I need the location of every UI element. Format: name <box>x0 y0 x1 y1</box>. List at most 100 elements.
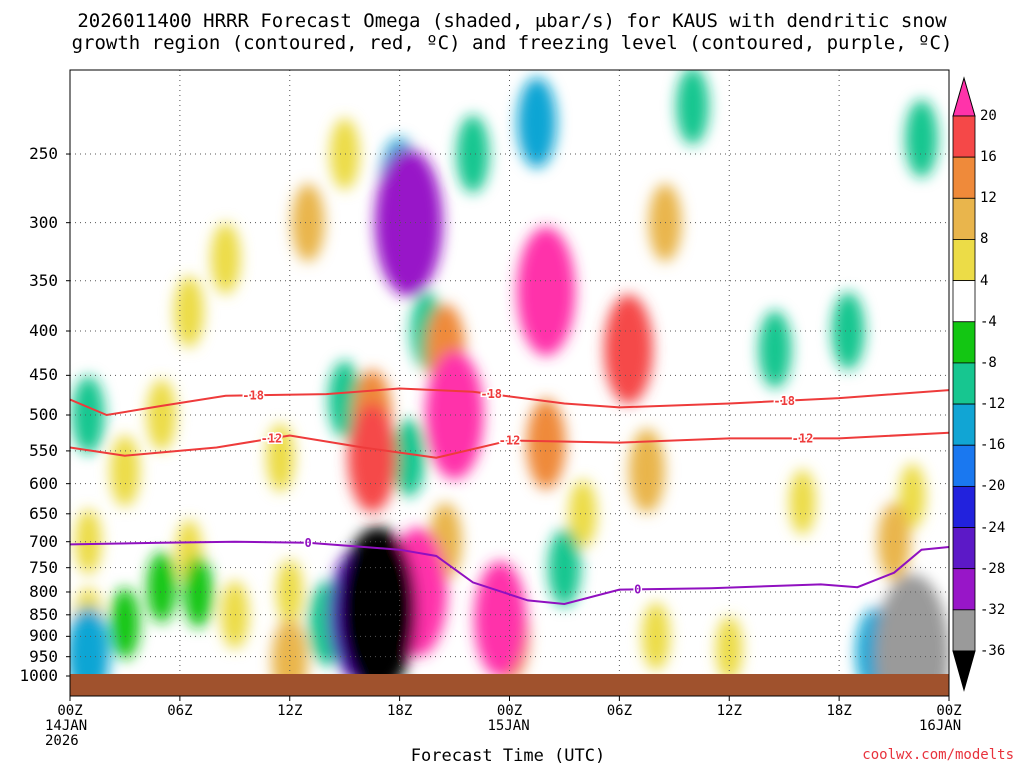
omega-cell <box>392 418 426 497</box>
omega-cell <box>347 402 397 513</box>
x-date-label: 2026 <box>45 733 79 749</box>
colorbar-label: -20 <box>980 478 1006 495</box>
colorbar-label: -8 <box>980 354 997 371</box>
contour-label: -18 <box>773 394 795 408</box>
omega-cell <box>71 376 105 454</box>
omega-blobs <box>70 70 949 676</box>
x-tick-label: 00Z <box>496 703 523 719</box>
contour-label: -12 <box>499 433 521 447</box>
colorbar-top-arrow <box>952 76 976 117</box>
x-tick-label: 12Z <box>277 703 303 719</box>
x-tick-label: 00Z <box>57 703 83 719</box>
omega-cell <box>266 423 295 492</box>
contour-label: -12 <box>261 432 283 446</box>
contour-line <box>70 431 949 459</box>
x-tick-label: 00Z <box>936 703 962 719</box>
omega-cell <box>276 559 303 625</box>
colorbar-label: 4 <box>980 272 989 289</box>
colorbar-segment <box>952 527 976 570</box>
colorbar-segment <box>952 485 976 528</box>
omega-cell <box>174 276 204 348</box>
omega-cell <box>676 70 710 145</box>
omega-cell <box>425 350 484 480</box>
colorbar-segment <box>952 115 976 158</box>
contour-label: -12 <box>792 431 814 445</box>
contour-label: -18 <box>480 387 502 401</box>
omega-cell <box>548 528 581 607</box>
x-tick-label: 12Z <box>716 703 742 719</box>
colorbar-label: 16 <box>980 149 997 166</box>
omega-cell <box>604 294 653 405</box>
y-tick-label: 350 <box>29 270 58 290</box>
y-tick-label: 250 <box>29 144 58 164</box>
colorbar-label: -24 <box>980 519 1006 536</box>
x-tick-label: 18Z <box>826 703 852 719</box>
omega-cell <box>642 602 670 671</box>
y-tick-label: 300 <box>29 212 58 232</box>
y-tick-label: 700 <box>29 531 58 551</box>
y-tick-label: 1000 <box>19 666 58 685</box>
colorbar-segment <box>952 239 976 282</box>
colorbar-label: 8 <box>980 231 989 248</box>
omega-cell <box>374 148 443 297</box>
omega-cell <box>517 77 557 168</box>
omega-cell <box>110 435 140 507</box>
x-date-label: 16JAN <box>919 718 962 734</box>
y-tick-label: 600 <box>29 473 58 493</box>
contour-line <box>70 387 949 417</box>
omega-cell <box>291 183 325 262</box>
chart-title-line2: growth region (contoured, red, ºC) and f… <box>71 32 953 54</box>
colorbar-segment <box>952 444 976 487</box>
y-tick-label: 900 <box>29 626 58 646</box>
omega-cell <box>628 428 665 513</box>
y-tick-label: 550 <box>29 440 58 460</box>
colorbar-segment <box>952 321 976 364</box>
omega-cell <box>899 463 926 529</box>
colorbar-segment <box>952 280 976 323</box>
omega-cell <box>146 551 177 623</box>
omega-cell <box>146 379 177 451</box>
omega-cell <box>183 556 213 628</box>
omega-cell <box>210 222 241 295</box>
x-tick-label: 06Z <box>167 703 193 719</box>
omega-shading <box>70 70 949 676</box>
colorbar-label: -12 <box>980 396 1006 413</box>
y-tick-label: 800 <box>29 581 58 601</box>
omega-cell <box>474 561 527 676</box>
omega-cell <box>526 398 566 490</box>
omega-cell <box>70 606 110 676</box>
omega-cell <box>516 226 576 356</box>
x-axis-label: Forecast Time (UTC) <box>410 746 606 766</box>
omega-cell <box>568 479 597 548</box>
colorbar-segment <box>952 568 976 611</box>
colorbar-label: 12 <box>980 190 997 207</box>
contour-lines: -18 -18 -18 -12 -12 -12 0 0 <box>70 386 949 606</box>
y-tick-label: 450 <box>29 365 58 385</box>
x-tick-label: 18Z <box>386 703 413 719</box>
colorbar-label: -36 <box>980 643 1006 659</box>
colorbar-label: -16 <box>980 437 1006 454</box>
contour-label: 0 <box>634 582 641 596</box>
ground-surface <box>70 674 949 696</box>
colorbar <box>952 76 976 692</box>
y-tick-label: 500 <box>29 405 58 424</box>
x-date-label: 15JAN <box>487 718 530 734</box>
omega-cell <box>905 99 938 178</box>
contour-line <box>70 540 949 606</box>
omega-cell <box>220 580 249 649</box>
y-tick-label: 650 <box>29 503 58 523</box>
y-tick-label: 750 <box>29 557 58 577</box>
colorbar-segment <box>952 197 976 240</box>
colorbar-segment <box>952 609 976 652</box>
omega-cell <box>875 574 949 676</box>
y-ticks <box>66 153 70 677</box>
y-tick-label: 400 <box>29 320 58 340</box>
colorbar-segment <box>952 156 976 199</box>
colorbar-label: -32 <box>980 601 1006 618</box>
colorbar-segment <box>952 362 976 405</box>
colorbar-segment <box>952 403 976 446</box>
omega-cell <box>329 118 360 190</box>
credit-link[interactable]: coolwx.com/modelts <box>862 747 1014 763</box>
grid-lines <box>70 70 949 677</box>
